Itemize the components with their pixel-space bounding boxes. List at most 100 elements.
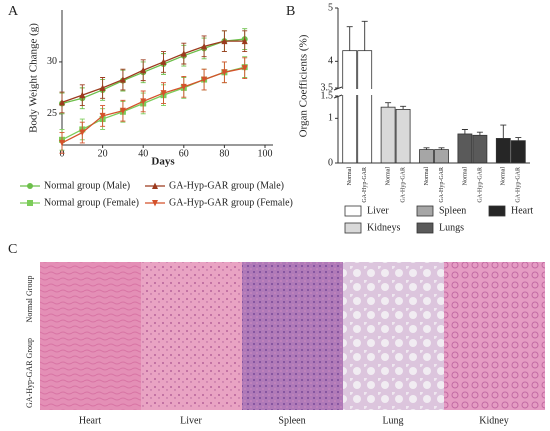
- error-bar: [500, 124, 507, 139]
- legend-label: Liver: [367, 205, 389, 216]
- marker: [79, 129, 86, 137]
- x-tick-label: Normal: [501, 167, 507, 186]
- bar: [395, 109, 411, 164]
- column-label: Heart: [79, 415, 101, 426]
- y-tick-label: 30: [47, 56, 57, 67]
- x-tick-label: GA-Hyp-GAR: [516, 167, 522, 203]
- row-label: Normal Group: [25, 276, 34, 323]
- x-tick-label: GA-Hyp-GAR: [362, 167, 368, 203]
- x-tick-label: GA-Hyp-GAR: [400, 167, 406, 203]
- column-label: Spleen: [278, 415, 305, 426]
- y-tick-label: 1: [328, 113, 333, 124]
- series-line: [61, 66, 245, 141]
- x-axis-title: Days: [151, 156, 175, 168]
- axis: [337, 8, 530, 164]
- panel-label: B: [286, 4, 295, 19]
- bar: [342, 50, 358, 164]
- error-bar: [346, 26, 353, 51]
- bar: [357, 50, 373, 164]
- y-tick-label: 5: [328, 2, 333, 13]
- y-tick-label: 4: [328, 56, 333, 67]
- bar: [380, 106, 396, 164]
- legend-label: Spleen: [439, 205, 466, 216]
- legend-label: Normal group (Male): [44, 180, 130, 191]
- marker: [201, 76, 208, 84]
- marker: [221, 37, 228, 45]
- x-tick-label: Normal: [347, 167, 353, 186]
- marker: [221, 69, 228, 76]
- column-label: Liver: [180, 415, 202, 426]
- histology-image: [343, 262, 444, 336]
- marker: [241, 65, 248, 72]
- histology-image: [444, 262, 545, 336]
- bar: [457, 133, 473, 164]
- marker: [180, 50, 187, 57]
- error-bar: [361, 20, 368, 51]
- axis: [61, 10, 273, 146]
- legend-swatch: [488, 205, 506, 217]
- marker: [27, 183, 33, 189]
- histology-image: [40, 336, 141, 410]
- legend-swatch: [344, 222, 362, 234]
- marker: [152, 200, 158, 207]
- x-tick-label: 20: [98, 148, 108, 159]
- legend-label: Heart: [511, 205, 533, 216]
- histology-image: [40, 262, 141, 336]
- column-label: Kidney: [479, 415, 508, 426]
- legend-label: Lungs: [439, 222, 464, 233]
- x-tick-label: GA-Hyp-GAR: [439, 167, 445, 203]
- histology-grid: [40, 262, 545, 410]
- histology-image: [444, 336, 545, 410]
- y-tick-label: 25: [47, 108, 57, 119]
- x-tick-label: 100: [258, 148, 273, 159]
- bar: [419, 149, 434, 164]
- histology-image: [141, 262, 242, 336]
- error-bar: [461, 129, 468, 134]
- marker: [241, 37, 248, 45]
- legend-label: GA-Hyp-GAR group (Female): [169, 197, 293, 208]
- legend-swatch: [344, 205, 362, 217]
- bar: [495, 138, 511, 164]
- x-tick-label: 60: [179, 148, 189, 159]
- x-tick-label: GA-Hyp-GAR: [477, 167, 483, 203]
- x-tick-label: 40: [138, 148, 148, 159]
- panel-label: A: [8, 4, 19, 19]
- marker: [119, 76, 126, 83]
- marker: [59, 139, 65, 147]
- marker: [79, 91, 86, 99]
- error-bar: [400, 105, 407, 110]
- row-label: GA-Hyp-GAR Group: [25, 338, 34, 408]
- y-tick-label: 0: [328, 157, 333, 168]
- bar: [510, 140, 526, 164]
- marker: [152, 182, 158, 189]
- series-line: [61, 38, 245, 105]
- error-bar: [476, 131, 483, 136]
- marker: [119, 107, 126, 115]
- marker: [180, 83, 187, 91]
- x-tick-label: Normal: [385, 167, 391, 186]
- histology-image: [242, 262, 343, 336]
- series-line: [61, 67, 245, 144]
- error-bar: [515, 137, 522, 141]
- marker: [140, 66, 147, 74]
- marker: [99, 84, 106, 91]
- series-line: [61, 40, 245, 104]
- x-tick-label: 0: [60, 148, 65, 159]
- x-tick-label: Normal: [424, 167, 430, 186]
- marker: [160, 90, 167, 97]
- histology-image: [141, 336, 242, 410]
- legend-label: Normal group (Female): [44, 197, 139, 208]
- marker: [201, 42, 208, 50]
- legend-label: GA-Hyp-GAR group (Male): [169, 180, 284, 191]
- marker: [99, 112, 106, 120]
- error-bar: [423, 147, 430, 150]
- panel-label: C: [8, 242, 17, 257]
- y-tick-label: 3.5: [321, 82, 334, 93]
- marker: [59, 98, 65, 106]
- y-axis-title: Organ Coefficients (%): [298, 34, 310, 137]
- legend-label: Kidneys: [367, 222, 400, 233]
- column-label: Lung: [382, 415, 403, 426]
- marker: [140, 98, 147, 105]
- x-tick-label: 80: [219, 148, 229, 159]
